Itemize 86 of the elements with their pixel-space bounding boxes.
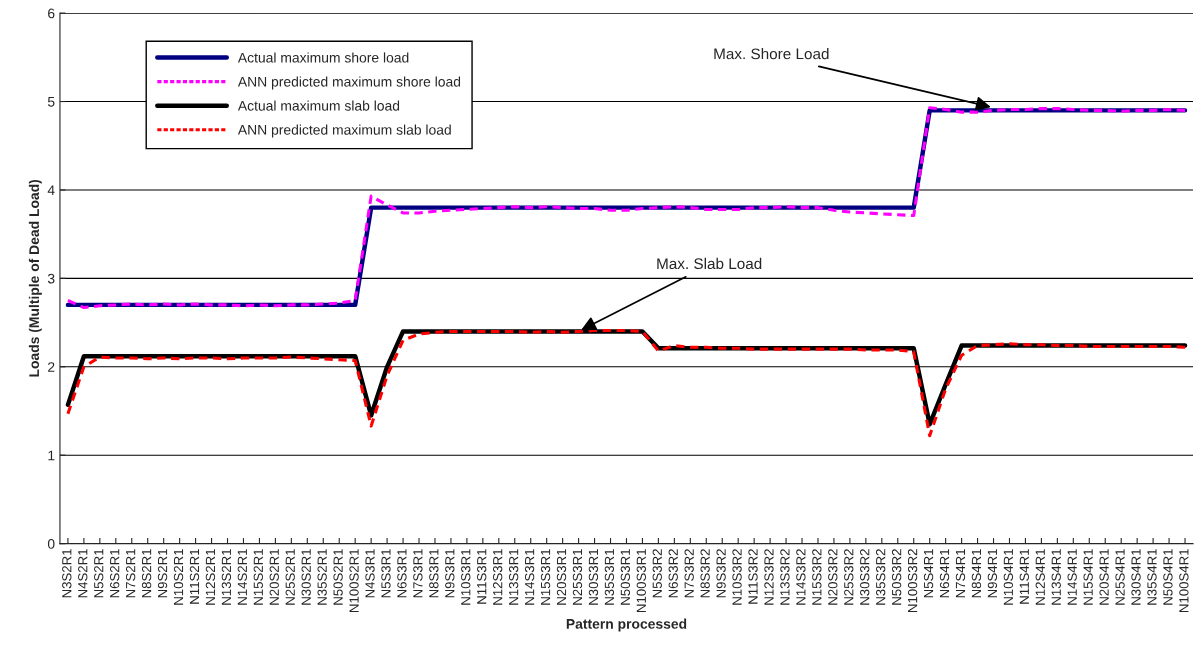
x-tick-label: N6S4R1 xyxy=(939,549,950,598)
x-tick-label: N25S3R1 xyxy=(572,549,583,605)
x-tick-label: N12S2R1 xyxy=(205,549,216,605)
legend-label: Actual maximum slab load xyxy=(237,100,400,111)
x-tick-label: N35S3R2 xyxy=(876,549,886,605)
x-tick-label: N30S2R1 xyxy=(301,549,311,605)
x-tick-label: N35S4R1 xyxy=(1147,549,1157,605)
x-tick-label: N20S4R1 xyxy=(1099,549,1109,605)
x-tick-label: N10S3R2 xyxy=(732,549,742,605)
x-tick-label: N14S3R2 xyxy=(796,549,806,605)
x-tick-label: N12S3R2 xyxy=(764,549,774,605)
x-tick-label: N7S3R2 xyxy=(684,549,694,598)
x-tick-label: N25S4R1 xyxy=(1115,549,1125,605)
x-tick-label: N4S3R1 xyxy=(365,549,375,598)
x-tick-label: N9S4R1 xyxy=(987,549,998,598)
x-tick-label: N50S3R1 xyxy=(620,549,631,605)
x-tick-label: N14S3R1 xyxy=(524,549,535,605)
x-tick-label: N15S4R1 xyxy=(1083,549,1093,605)
x-tick-label: N100S4R1 xyxy=(1179,549,1189,612)
annotation: Max. Shore Load xyxy=(714,48,829,60)
x-tick-label: N100S3R2 xyxy=(907,549,918,612)
x-tick-label: N5S3R2 xyxy=(652,549,662,598)
x-tick-label: N6S3R2 xyxy=(668,549,678,598)
x-tick-label: N15S2R1 xyxy=(253,549,263,605)
x-tick-label: N7S4R1 xyxy=(955,549,966,598)
x-tick-label: N20S3R1 xyxy=(556,549,567,605)
x-tick-label: N100S2R1 xyxy=(349,549,359,612)
x-tick-label: N9S3R2 xyxy=(716,549,726,598)
x-tick-label: N50S4R1 xyxy=(1163,549,1173,605)
x-tick-label: N11S4R1 xyxy=(1019,549,1029,604)
x-tick-label: N5S2R1 xyxy=(94,549,104,598)
x-tick-label: N10S4R1 xyxy=(1003,549,1014,605)
annotation: Max. Slab Load xyxy=(657,257,762,270)
x-tick-label: N35S3R1 xyxy=(604,549,615,605)
x-tick-label: N5S3R1 xyxy=(381,549,391,598)
x-tick-label: N4S2R1 xyxy=(78,549,88,598)
legend-label: Actual maximum shore load xyxy=(237,52,409,63)
x-tick-label: N30S4R1 xyxy=(1131,549,1141,605)
x-tick-label: N20S2R1 xyxy=(269,549,279,605)
x-tick-label: N11S3R2 xyxy=(748,549,758,604)
x-tick-label: N25S3R2 xyxy=(844,549,854,605)
x-tick-label: N8S3R1 xyxy=(429,549,439,598)
legend-label: ANN predicted maximum shore load xyxy=(237,76,461,90)
y-tick-label: 3 xyxy=(47,273,55,284)
x-tick-label: N13S4R1 xyxy=(1051,549,1061,605)
x-tick-label: N25S2R1 xyxy=(285,549,295,605)
x-tick-label: N15S3R2 xyxy=(812,549,822,605)
x-tick-label: N12S3R1 xyxy=(493,549,503,605)
y-axis-title: Loads (Multiple of Dead Load) xyxy=(28,179,42,377)
x-tick-label: N14S4R1 xyxy=(1067,549,1077,605)
x-tick-label: N30S3R2 xyxy=(860,549,870,605)
x-tick-label: N15S3R1 xyxy=(540,549,551,605)
x-tick-label: N5S4R1 xyxy=(923,549,934,598)
x-tick-label: N50S3R2 xyxy=(891,549,902,605)
x-tick-label: N11S2R1 xyxy=(189,549,200,604)
x-tick-label: N9S3R1 xyxy=(445,549,455,598)
y-tick-label: 4 xyxy=(47,185,55,195)
legend-label: ANN predicted maximum slab load xyxy=(237,124,451,138)
x-tick-label: N8S3R2 xyxy=(700,549,710,598)
x-tick-label: N6S2R1 xyxy=(110,549,120,598)
x-tick-label: N20S3R2 xyxy=(828,549,838,605)
x-tick-label: N12S4R1 xyxy=(1035,549,1045,605)
x-tick-label: N7S2R1 xyxy=(125,549,136,598)
x-tick-label: N10S2R1 xyxy=(173,549,184,605)
x-tick-label: N13S2R1 xyxy=(221,549,232,605)
x-tick-label: N50S2R1 xyxy=(333,549,343,605)
x-tick-label: N13S3R1 xyxy=(508,549,519,605)
x-tick-label: N6S3R1 xyxy=(397,549,407,598)
y-tick-label: 2 xyxy=(48,362,55,372)
x-tick-label: N100S3R1 xyxy=(636,549,646,612)
x-axis-title: Pattern processed xyxy=(566,618,687,632)
y-tick-label: 6 xyxy=(48,8,55,19)
y-tick-label: 0 xyxy=(47,538,55,549)
x-tick-label: N8S4R1 xyxy=(971,549,982,598)
x-tick-label: N7S3R1 xyxy=(413,549,423,598)
x-tick-label: N3S2R1 xyxy=(62,549,72,598)
x-tick-label: N8S2R1 xyxy=(141,549,152,598)
x-tick-label: N13S3R2 xyxy=(780,549,790,605)
x-tick-label: N9S2R1 xyxy=(157,549,168,598)
x-tick-label: N10S3R1 xyxy=(461,549,471,605)
y-tick-label: 1 xyxy=(48,450,55,461)
y-tick-label: 5 xyxy=(47,97,55,107)
x-tick-label: N11S3R1 xyxy=(477,549,487,604)
x-tick-label: N30S3R1 xyxy=(588,549,599,605)
x-tick-label: N35S2R1 xyxy=(317,549,327,605)
x-tick-label: N14S2R1 xyxy=(237,549,248,605)
